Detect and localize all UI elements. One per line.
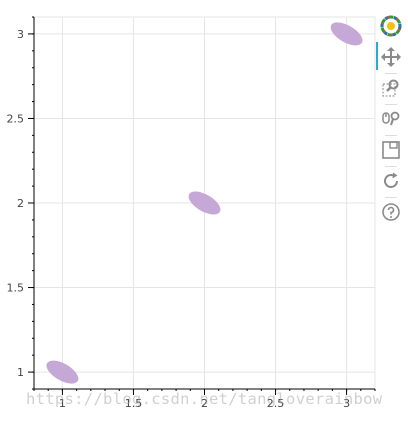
wheel-zoom-icon[interactable] [379, 107, 403, 131]
x-tick-label: 2.5 [267, 397, 285, 410]
y-tick-label: 2.5 [7, 112, 25, 125]
y-tick-label: 3 [17, 28, 24, 41]
toolbar-divider [385, 166, 397, 167]
data-point-ellipse [188, 191, 221, 215]
box-zoom-icon[interactable] [379, 76, 403, 100]
data-point-ellipse [330, 22, 363, 46]
data-marks [46, 22, 363, 384]
pan-icon[interactable] [379, 45, 403, 69]
active-tool-indicator [376, 42, 378, 70]
toolbar-divider [385, 73, 397, 74]
y-tick-label: 1 [17, 366, 24, 379]
toolbar-divider [385, 135, 397, 136]
y-tick-label: 1.5 [7, 282, 25, 295]
x-tick-label: 3 [343, 397, 350, 410]
y-tick-label: 2 [17, 197, 24, 210]
reset-icon[interactable] [379, 169, 403, 193]
bokeh-logo-icon[interactable] [379, 14, 403, 38]
toolbar-divider [385, 197, 397, 198]
x-tick-label: 1 [59, 397, 66, 410]
save-icon[interactable] [379, 138, 403, 162]
x-tick-label: 2 [201, 397, 208, 410]
axes: 1 1.5 2 2.5 3 1 1.5 2 2.5 3 [7, 16, 376, 410]
x-tick-label: 1.5 [125, 397, 143, 410]
help-icon[interactable] [379, 200, 403, 224]
toolbar-divider [385, 104, 397, 105]
toolbar [376, 12, 406, 232]
data-point-ellipse [46, 360, 79, 384]
